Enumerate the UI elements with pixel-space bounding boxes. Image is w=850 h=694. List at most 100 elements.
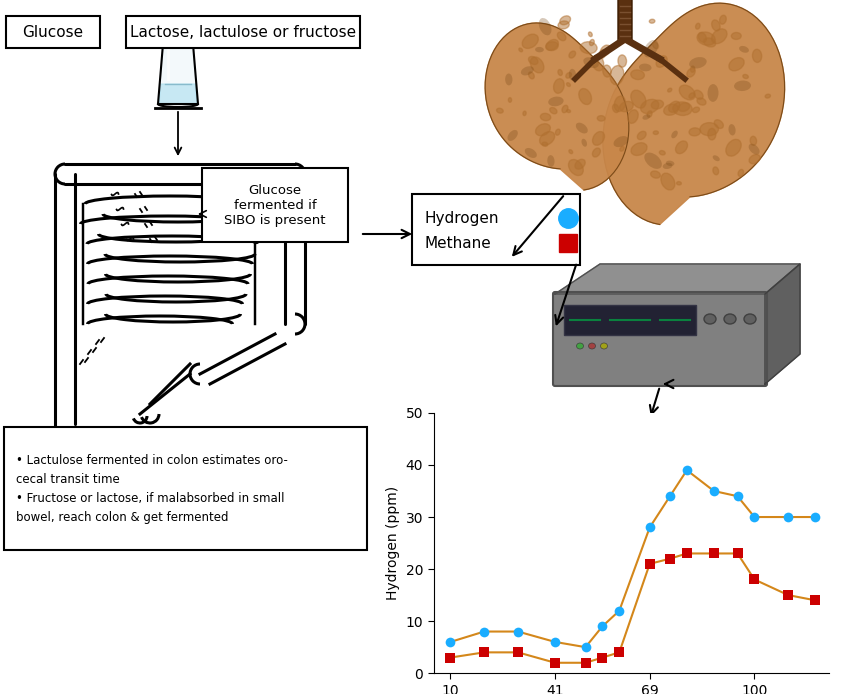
Ellipse shape: [644, 153, 662, 169]
Ellipse shape: [588, 32, 592, 37]
Polygon shape: [603, 3, 785, 224]
Ellipse shape: [679, 85, 695, 100]
Ellipse shape: [542, 142, 547, 146]
Ellipse shape: [749, 144, 760, 155]
Ellipse shape: [576, 343, 583, 349]
Ellipse shape: [744, 314, 756, 324]
Ellipse shape: [664, 104, 678, 115]
Ellipse shape: [724, 314, 736, 324]
Ellipse shape: [738, 169, 744, 176]
Ellipse shape: [579, 89, 592, 105]
Ellipse shape: [529, 56, 538, 65]
Ellipse shape: [643, 115, 650, 120]
Ellipse shape: [569, 150, 573, 153]
Ellipse shape: [660, 151, 666, 155]
Ellipse shape: [690, 66, 694, 72]
Ellipse shape: [643, 40, 658, 58]
Ellipse shape: [672, 130, 677, 138]
Ellipse shape: [581, 139, 587, 146]
Ellipse shape: [615, 96, 626, 112]
Ellipse shape: [523, 111, 526, 116]
Ellipse shape: [728, 124, 735, 135]
Text: Glucose
fermented if
SIBO is present: Glucose fermented if SIBO is present: [224, 183, 326, 226]
Ellipse shape: [739, 46, 749, 53]
Ellipse shape: [521, 66, 534, 76]
Ellipse shape: [558, 69, 563, 76]
Ellipse shape: [560, 16, 570, 25]
Ellipse shape: [600, 45, 610, 56]
FancyBboxPatch shape: [202, 168, 348, 242]
Ellipse shape: [661, 173, 675, 190]
FancyBboxPatch shape: [6, 16, 100, 48]
Ellipse shape: [651, 100, 664, 109]
Ellipse shape: [518, 48, 523, 52]
Text: Glucose: Glucose: [22, 24, 83, 40]
Ellipse shape: [638, 131, 646, 139]
Ellipse shape: [697, 98, 706, 105]
Ellipse shape: [678, 103, 689, 112]
Ellipse shape: [708, 128, 716, 140]
Ellipse shape: [496, 108, 503, 113]
Ellipse shape: [728, 58, 745, 71]
Ellipse shape: [566, 110, 570, 112]
Ellipse shape: [547, 155, 554, 167]
Ellipse shape: [592, 55, 603, 71]
Ellipse shape: [610, 65, 624, 85]
Ellipse shape: [720, 15, 726, 24]
FancyBboxPatch shape: [126, 16, 360, 48]
Ellipse shape: [614, 136, 628, 147]
Ellipse shape: [505, 74, 513, 85]
Ellipse shape: [653, 131, 659, 135]
Polygon shape: [159, 84, 197, 104]
Ellipse shape: [693, 107, 700, 112]
Ellipse shape: [536, 47, 544, 52]
Ellipse shape: [620, 101, 633, 112]
Ellipse shape: [713, 167, 718, 175]
Ellipse shape: [666, 160, 674, 166]
Polygon shape: [555, 264, 800, 294]
Ellipse shape: [581, 42, 597, 53]
Ellipse shape: [583, 57, 598, 68]
Ellipse shape: [539, 18, 552, 35]
Ellipse shape: [751, 136, 756, 145]
Ellipse shape: [676, 141, 688, 153]
Ellipse shape: [677, 182, 682, 185]
Ellipse shape: [694, 90, 703, 99]
Ellipse shape: [647, 111, 652, 117]
Ellipse shape: [689, 57, 706, 69]
Ellipse shape: [697, 32, 715, 45]
Ellipse shape: [598, 116, 605, 121]
Ellipse shape: [600, 343, 608, 349]
Ellipse shape: [529, 72, 535, 79]
Ellipse shape: [639, 64, 651, 71]
Ellipse shape: [687, 68, 695, 77]
Ellipse shape: [700, 123, 718, 136]
Ellipse shape: [592, 148, 600, 157]
Ellipse shape: [631, 143, 647, 155]
Ellipse shape: [667, 88, 672, 92]
Ellipse shape: [707, 84, 718, 102]
Ellipse shape: [548, 96, 564, 106]
Ellipse shape: [714, 120, 723, 128]
Ellipse shape: [546, 40, 558, 50]
Ellipse shape: [555, 129, 560, 135]
FancyBboxPatch shape: [4, 427, 367, 550]
Ellipse shape: [566, 73, 571, 78]
FancyBboxPatch shape: [618, 0, 632, 41]
Ellipse shape: [558, 32, 566, 41]
Ellipse shape: [588, 343, 596, 349]
Y-axis label: Hydrogen (ppm): Hydrogen (ppm): [386, 486, 400, 600]
Ellipse shape: [669, 101, 680, 112]
Ellipse shape: [546, 42, 558, 51]
Text: • Lactulose fermented in colon estimates oro-
cecal transit time
• Fructose or l: • Lactulose fermented in colon estimates…: [16, 454, 288, 524]
FancyBboxPatch shape: [412, 194, 580, 265]
Ellipse shape: [641, 99, 659, 114]
Ellipse shape: [530, 57, 544, 73]
Ellipse shape: [704, 314, 716, 324]
Ellipse shape: [765, 94, 770, 98]
Ellipse shape: [711, 29, 727, 44]
Ellipse shape: [569, 51, 575, 58]
Ellipse shape: [569, 160, 583, 176]
Ellipse shape: [726, 139, 741, 156]
Ellipse shape: [650, 171, 660, 178]
